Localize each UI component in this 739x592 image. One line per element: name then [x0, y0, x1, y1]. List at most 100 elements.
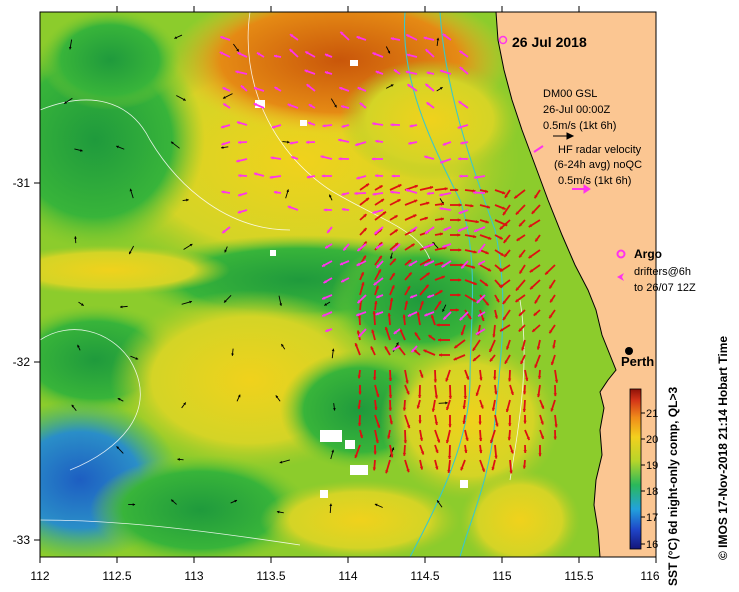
- current-vector-head: [445, 440, 450, 444]
- current-vector-head: [550, 408, 554, 412]
- current-vector-head: [549, 329, 553, 334]
- radar-vector-head: [405, 188, 409, 193]
- radar-vector-head: [393, 330, 398, 334]
- radar-vector-head: [338, 138, 342, 142]
- current-vector-head: [384, 326, 389, 331]
- current-vector-head: [478, 421, 482, 425]
- current-vector-head: [553, 436, 557, 440]
- gsl-vector-head: [334, 104, 337, 108]
- current-vector-head: [484, 282, 488, 286]
- gsl-vector-head: [80, 149, 83, 152]
- current-vector-head: [518, 328, 522, 332]
- current-vector-head: [503, 211, 506, 216]
- radar-vector-head: [235, 70, 239, 74]
- current-vector-head: [404, 300, 409, 305]
- gsl-vector-head: [329, 503, 333, 507]
- current-vector-head: [499, 236, 503, 240]
- radar-vector-head: [458, 210, 462, 214]
- current-vector-head: [408, 259, 412, 263]
- radar-vector-head: [410, 228, 414, 232]
- gsl-vector-head: [132, 503, 136, 506]
- radar-vector-head: [440, 160, 444, 164]
- current-vector-head: [375, 285, 379, 290]
- current-vector-head: [530, 286, 534, 290]
- radar-vector-head: [306, 84, 310, 88]
- current-vector-head: [489, 358, 494, 362]
- gsl-vector-head: [135, 357, 139, 360]
- current-vector-head: [430, 315, 435, 319]
- gsl-vector-head: [279, 460, 283, 464]
- radar-vector-head: [372, 210, 376, 214]
- radar-vector-head: [340, 31, 344, 35]
- radar-vector-head: [372, 122, 376, 126]
- current-vector-head: [414, 184, 418, 189]
- current-vector-head: [554, 379, 559, 383]
- radar-vector-head: [425, 49, 429, 53]
- gsl-vector-head: [224, 299, 227, 303]
- radar-vector-head: [341, 279, 345, 283]
- current-vector-head: [433, 379, 438, 383]
- radar-vector-head: [375, 139, 379, 144]
- current-vector-head: [440, 217, 444, 221]
- current-vector-head: [503, 316, 507, 321]
- current-vector-head: [479, 377, 483, 381]
- current-vector-head: [416, 405, 420, 409]
- gsl-vector-head: [80, 303, 84, 306]
- radar-vector-head: [475, 331, 480, 335]
- current-vector-head: [463, 396, 467, 399]
- radar-vector-head: [427, 294, 431, 299]
- current-vector-head: [357, 423, 362, 426]
- colorbar-tick-label: 20: [646, 434, 658, 446]
- current-vector-head: [509, 470, 513, 474]
- current-vector-head: [358, 391, 362, 395]
- lon-tick-label: 115.5: [564, 569, 593, 583]
- radar-vector-head: [423, 36, 427, 40]
- current-vector-head: [389, 421, 393, 425]
- radar-vector-head: [372, 157, 375, 161]
- drifter-marker-icon: [617, 273, 624, 281]
- current-vector-head: [481, 317, 485, 322]
- current-vector-head: [458, 248, 462, 252]
- current-vector-head: [552, 345, 556, 349]
- current-vector-head: [440, 202, 444, 206]
- current-vector-head: [549, 314, 553, 319]
- radar-vector-head: [322, 296, 326, 300]
- lon-tick-label: 116: [640, 569, 659, 583]
- current-vector-head: [532, 328, 536, 332]
- current-vector-head: [447, 456, 452, 459]
- radar-vector-head: [322, 313, 326, 317]
- current-vector-head: [549, 285, 553, 289]
- radar-vector-head: [372, 52, 376, 56]
- current-vector-head: [397, 199, 401, 203]
- gsl-vector-head: [116, 446, 120, 450]
- current-vector-head: [499, 226, 504, 230]
- colorbar-tick-label: 18: [646, 486, 658, 498]
- current-vector-head: [489, 348, 493, 352]
- current-vector-head: [377, 269, 381, 273]
- radar-vector-head: [359, 102, 364, 106]
- current-vector-head: [365, 197, 369, 202]
- radar-vector-head: [355, 142, 359, 147]
- legend-argo: Argo drifters@6h to 26/07 12Z: [616, 247, 696, 294]
- current-vector-head: [357, 314, 362, 318]
- gsl-vector-head: [324, 303, 328, 306]
- gsl-vector-head: [436, 37, 440, 41]
- radar-vector-head: [269, 175, 273, 179]
- current-vector-head: [460, 263, 464, 267]
- current-vector-head: [508, 423, 512, 427]
- gsl-legend-line: 26-Jul 00:00Z: [543, 104, 611, 116]
- radar-vector-head: [478, 261, 482, 265]
- current-vector-head: [537, 375, 542, 379]
- radar-vector-head: [458, 101, 462, 105]
- current-vector-head: [480, 405, 484, 409]
- current-vector-head: [460, 467, 464, 471]
- current-vector-head: [504, 360, 508, 364]
- colorbar-tick-label: 16: [646, 539, 658, 551]
- radar-vector-head: [341, 105, 345, 109]
- ocean-current-vectors: [354, 183, 559, 474]
- current-vector-head: [485, 302, 489, 306]
- radar-vector-head: [253, 103, 257, 107]
- current-vector-head: [371, 329, 375, 333]
- radar-vector-head: [271, 125, 276, 129]
- radar-vector-head: [322, 124, 326, 128]
